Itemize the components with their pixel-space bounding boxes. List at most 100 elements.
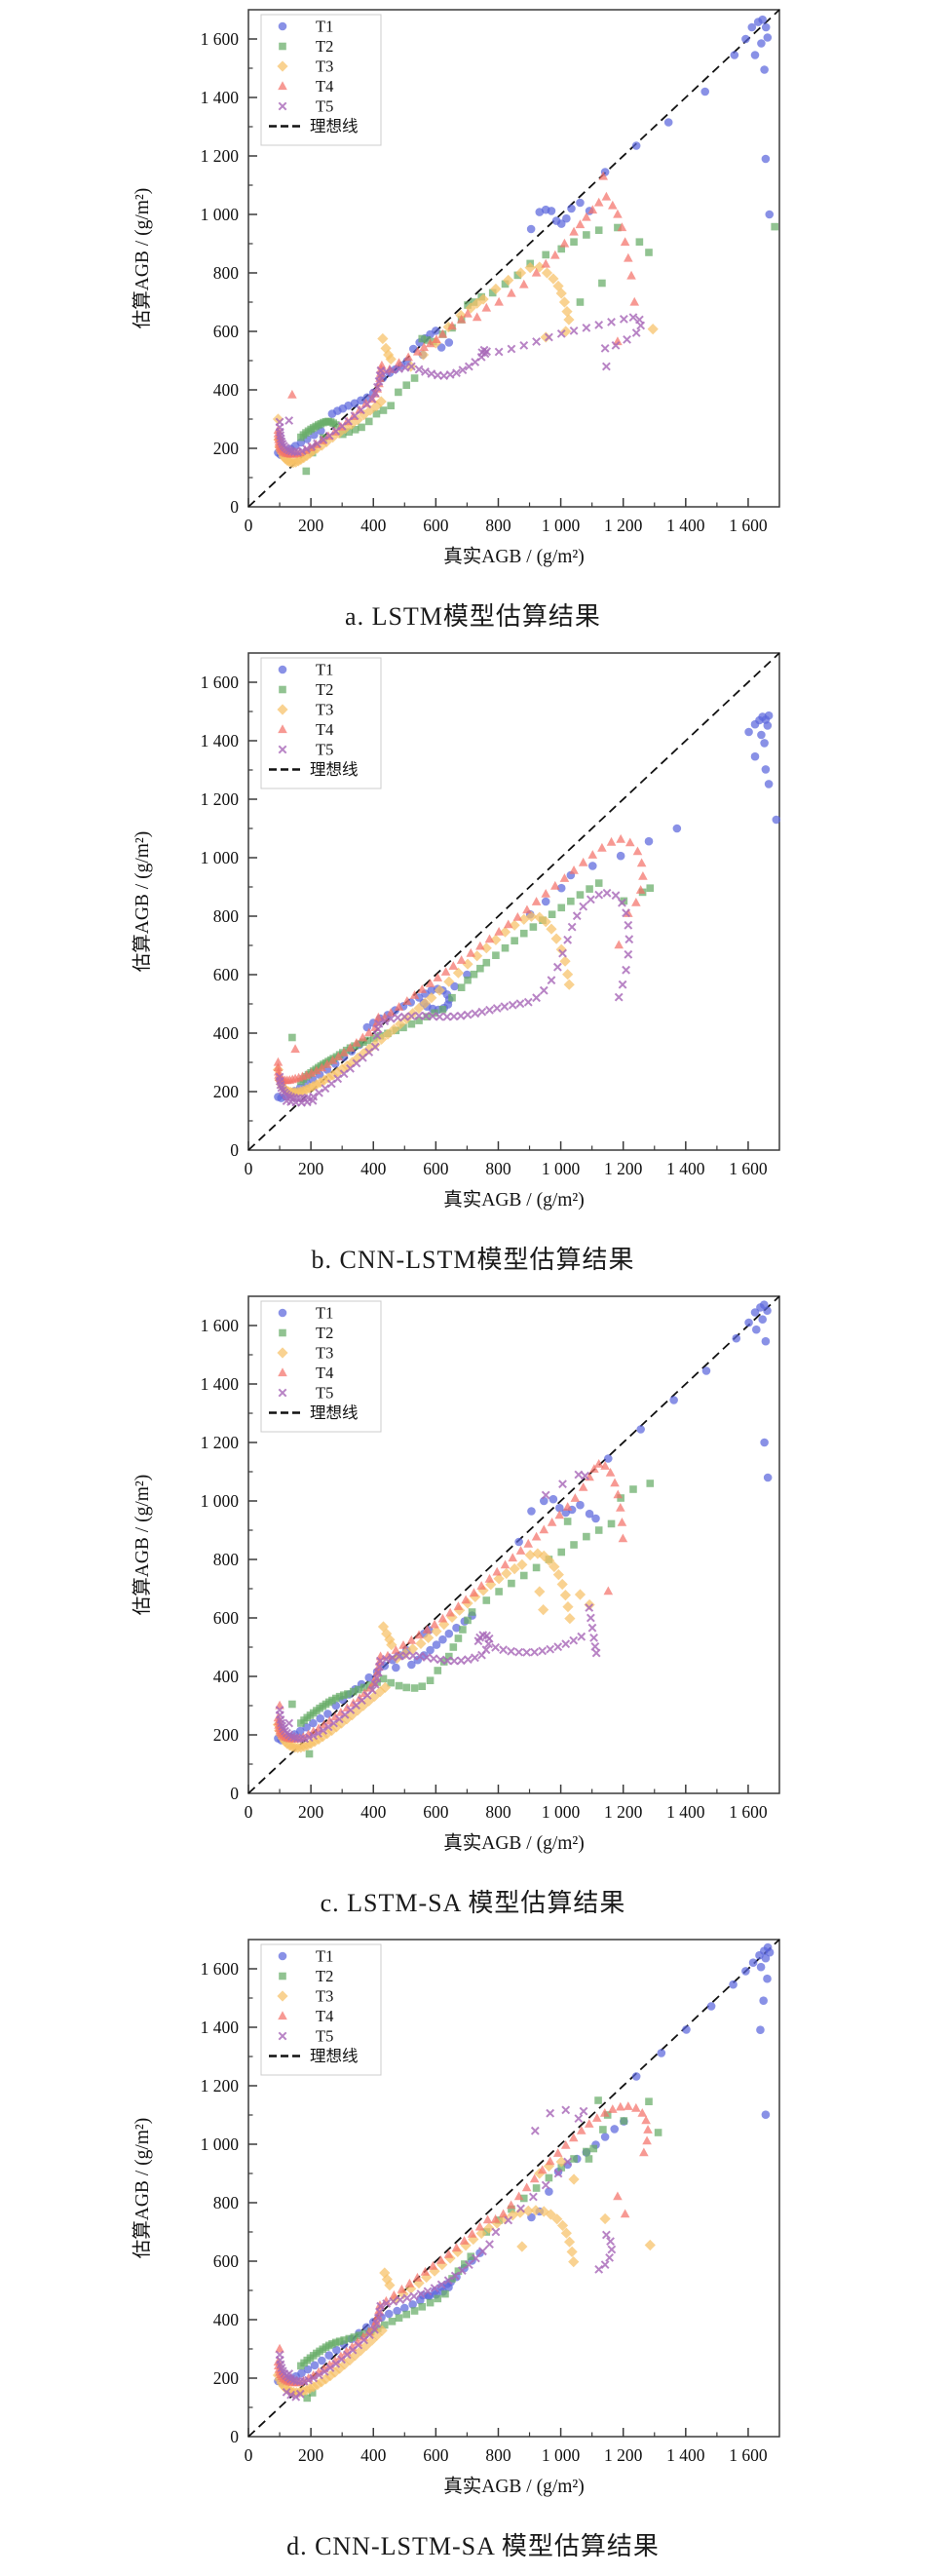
legend-marker-T1 xyxy=(278,1308,287,1318)
axes: 00 200 200 400 400 600 600 800 800 1 000 1 000 1 20… xyxy=(201,29,768,535)
y-tick-label: 800 xyxy=(213,2193,240,2212)
legend-marker-T4 xyxy=(278,2011,287,2020)
scatter-plot-c: 0 0 200 200 400 400 600 600 800 800 1 000 1 000 1 20… xyxy=(0,1287,946,1869)
x-tick-label: 600 xyxy=(423,2445,449,2465)
x-tick-label: 800 xyxy=(485,2445,511,2465)
x-tick-label: 400 xyxy=(360,2445,387,2465)
figure-b: 0 0 200 200 400 400 600 600 800 800 1 000 1 000 1 20… xyxy=(0,643,946,1287)
legend-marker-T5 xyxy=(278,101,287,111)
x-axis-label: 真实AGB / (g/m²) xyxy=(443,1832,585,1854)
x-tick-label: 1 000 xyxy=(542,2445,581,2465)
plot-frame xyxy=(247,1939,780,2438)
legend-label: T5 xyxy=(316,2027,333,2046)
chart-canvas: 00 200 200 400 400 600 600 800 800 1 000 1 000 1 20… xyxy=(132,1295,780,1854)
y-axis-label: 估算AGB / (g/m²) xyxy=(132,831,153,973)
legend-label: T2 xyxy=(316,1324,333,1342)
legend-label: 理想线 xyxy=(310,2047,359,2065)
figure-caption-b: b. CNN-LSTM模型估算结果 xyxy=(311,1246,635,1274)
y-axis-label: 估算AGB / (g/m²) xyxy=(132,1475,153,1616)
figure-c: 0 0 200 200 400 400 600 600 800 800 1 000 1 000 1 20… xyxy=(0,1287,946,1930)
y-tick-label: 600 xyxy=(213,2251,240,2271)
legend-label: T3 xyxy=(316,1344,333,1363)
y-tick-label: 200 xyxy=(213,439,240,458)
x-tick-label: 1 600 xyxy=(729,1802,768,1822)
legend-marker-T1 xyxy=(278,21,287,31)
series-T5 xyxy=(275,888,634,1107)
legend-label: T1 xyxy=(316,18,333,36)
legend-marker-T3 xyxy=(277,704,288,715)
x-tick-label: 200 xyxy=(298,1159,324,1178)
chart-canvas: 00 200 200 400 400 600 600 800 800 1 000 1 000 1 20… xyxy=(132,1939,780,2497)
legend-label: T4 xyxy=(316,77,333,96)
legend-marker-T1 xyxy=(278,1951,287,1961)
x-tick-label: 1 200 xyxy=(604,516,643,535)
x-tick-label: 1 200 xyxy=(604,2445,643,2465)
y-tick-label: 400 xyxy=(213,1023,240,1043)
x-tick-label: 200 xyxy=(298,516,324,535)
scatter-plot-d: 0 0 200 200 400 400 600 600 800 800 1 000 1 000 1 20… xyxy=(0,1930,946,2513)
y-tick-label: 200 xyxy=(213,1725,240,1745)
y-tick-label: 0 xyxy=(230,2427,239,2446)
axes: 00 200 200 400 400 600 600 800 800 1 000 1 000 1 20… xyxy=(201,673,768,1178)
x-tick-label: 0 xyxy=(245,2445,253,2465)
x-tick-label: 1 400 xyxy=(666,1159,705,1178)
legend-label: 理想线 xyxy=(310,760,359,779)
figure-caption-a: a. LSTM模型估算结果 xyxy=(345,602,601,631)
legend-marker-T3 xyxy=(277,60,288,72)
y-axis-label: 估算AGB / (g/m²) xyxy=(132,2118,153,2259)
legend-box xyxy=(260,14,382,146)
x-tick-label: 600 xyxy=(423,516,449,535)
y-tick-label: 1 600 xyxy=(201,29,240,49)
y-tick-label: 1 200 xyxy=(201,1433,240,1452)
y-tick-label: 0 xyxy=(230,1140,239,1160)
legend-label: T3 xyxy=(316,58,333,76)
y-tick-label: 1 400 xyxy=(201,88,240,107)
figure-a: 0 0 200 200 400 400 600 600 800 800 1 000 1 000 1 20… xyxy=(0,0,946,643)
series-T2 xyxy=(297,2096,662,2403)
legend-label: T1 xyxy=(316,1304,333,1323)
x-axis-label: 真实AGB / (g/m²) xyxy=(443,546,585,567)
x-tick-label: 400 xyxy=(360,1802,387,1822)
legend-label: 理想线 xyxy=(310,1403,359,1422)
legend-marker-T3 xyxy=(277,1990,288,2002)
x-tick-label: 600 xyxy=(423,1802,449,1822)
y-tick-label: 800 xyxy=(213,1550,240,1569)
plot-frame xyxy=(247,1295,780,1794)
y-tick-label: 1 400 xyxy=(201,731,240,750)
scatter-plot-b: 0 0 200 200 400 400 600 600 800 800 1 000 1 000 1 20… xyxy=(0,643,946,1226)
legend-marker-T4 xyxy=(278,81,287,91)
legend-marker-T2 xyxy=(279,1328,286,1337)
plot-frame xyxy=(247,9,780,508)
figure-d: 0 0 200 200 400 400 600 600 800 800 1 000 1 000 1 20… xyxy=(0,1930,946,2576)
legend-label: T5 xyxy=(316,1384,333,1403)
legend-box xyxy=(260,1943,382,2076)
y-tick-label: 1 200 xyxy=(201,146,240,166)
ideal-line xyxy=(247,1295,780,1794)
y-tick-label: 600 xyxy=(213,1608,240,1628)
legend-marker-T5 xyxy=(278,1388,287,1398)
y-tick-label: 800 xyxy=(213,906,240,926)
y-tick-label: 1 200 xyxy=(201,789,240,809)
y-tick-label: 1 400 xyxy=(201,2018,240,2037)
y-tick-label: 1 400 xyxy=(201,1374,240,1394)
x-tick-label: 1 000 xyxy=(542,516,581,535)
legend-marker-T2 xyxy=(279,685,286,694)
legend-marker-T2 xyxy=(279,42,286,51)
x-tick-label: 1 400 xyxy=(666,516,705,535)
y-tick-label: 200 xyxy=(213,1082,240,1101)
y-tick-label: 400 xyxy=(213,1667,240,1686)
x-tick-label: 1 600 xyxy=(729,516,768,535)
y-axis-label: 估算AGB / (g/m²) xyxy=(132,188,153,329)
legend-marker-T2 xyxy=(279,1972,286,1980)
legend-marker-T5 xyxy=(278,2031,287,2041)
x-tick-label: 200 xyxy=(298,2445,324,2465)
y-tick-label: 400 xyxy=(213,380,240,400)
figure-caption-d: d. CNN-LSTM-SA 模型估算结果 xyxy=(286,2532,660,2560)
legend-marker-T4 xyxy=(278,1367,287,1377)
chart-canvas: 00 200 200 400 400 600 600 800 800 1 000 1 000 1 20… xyxy=(132,9,780,567)
legend-label: T4 xyxy=(316,1364,333,1382)
